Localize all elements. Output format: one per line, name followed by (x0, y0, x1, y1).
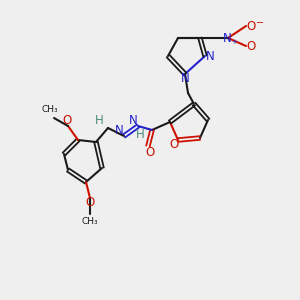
Text: CH₃: CH₃ (82, 218, 98, 226)
Text: O: O (146, 146, 154, 158)
Text: N: N (115, 124, 123, 137)
Text: O: O (246, 20, 256, 32)
Text: O: O (62, 113, 72, 127)
Text: O: O (169, 137, 178, 151)
Text: CH₃: CH₃ (42, 106, 58, 115)
Text: H: H (136, 128, 144, 140)
Text: O: O (246, 40, 256, 52)
Text: O: O (85, 196, 94, 209)
Text: +: + (231, 39, 237, 45)
Text: H: H (94, 113, 103, 127)
Text: −: − (256, 18, 264, 28)
Text: N: N (129, 115, 137, 128)
Text: N: N (206, 50, 214, 62)
Text: N: N (181, 71, 189, 85)
Text: N: N (223, 32, 231, 44)
